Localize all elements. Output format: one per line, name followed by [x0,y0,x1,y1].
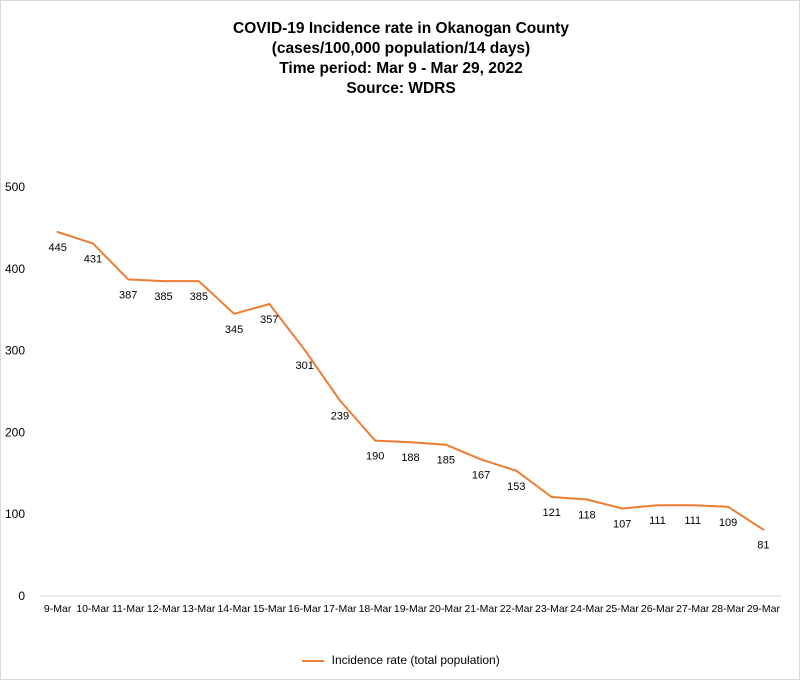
x-tick-label: 10-Mar [76,603,110,615]
x-tick-label: 24-Mar [570,603,604,615]
x-tick-label: 13-Mar [182,603,216,615]
x-tick-label: 15-Mar [253,603,287,615]
data-label: 239 [331,410,349,422]
y-tick-label: 500 [5,180,25,194]
data-label: 190 [366,451,384,463]
x-tick-label: 12-Mar [147,603,181,615]
x-tick-label: 20-Mar [429,603,463,615]
legend: Incidence rate (total population) [1,653,800,667]
y-tick-label: 100 [5,507,25,521]
x-tick-label: 28-Mar [711,603,745,615]
data-label: 153 [507,481,525,493]
y-tick-label: 200 [5,425,25,439]
x-tick-label: 14-Mar [217,603,251,615]
data-label: 345 [225,324,243,336]
x-tick-label: 22-Mar [500,603,534,615]
x-tick-label: 21-Mar [464,603,498,615]
legend-line-swatch-icon [302,660,324,662]
x-tick-label: 23-Mar [535,603,569,615]
data-label: 109 [719,517,737,529]
x-tick-label: 19-Mar [394,603,428,615]
legend-label: Incidence rate (total population) [332,653,500,667]
y-tick-label: 0 [18,589,25,603]
data-label: 385 [154,291,172,303]
data-label: 431 [84,253,102,265]
data-label: 118 [578,509,596,521]
x-tick-label: 17-Mar [323,603,357,615]
x-tick-label: 9-Mar [44,603,72,615]
x-tick-label: 29-Mar [747,603,781,615]
x-tick-label: 27-Mar [676,603,710,615]
x-tick-label: 16-Mar [288,603,322,615]
series-line [58,232,764,530]
y-tick-label: 400 [5,262,25,276]
data-label: 445 [48,242,66,254]
x-tick-label: 18-Mar [359,603,393,615]
data-label: 301 [295,360,313,372]
data-label: 185 [437,455,455,467]
data-label: 357 [260,314,278,326]
y-tick-label: 300 [5,344,25,358]
data-label: 81 [757,540,769,552]
x-tick-label: 26-Mar [641,603,675,615]
data-label: 107 [613,518,631,530]
data-label: 188 [401,452,419,464]
data-label: 121 [542,507,560,519]
data-label: 385 [190,291,208,303]
data-label: 167 [472,469,490,481]
x-tick-label: 11-Mar [112,603,145,615]
data-label: 387 [119,289,137,301]
data-label: 111 [649,515,666,527]
data-label: 111 [684,515,701,527]
x-tick-label: 25-Mar [606,603,640,615]
